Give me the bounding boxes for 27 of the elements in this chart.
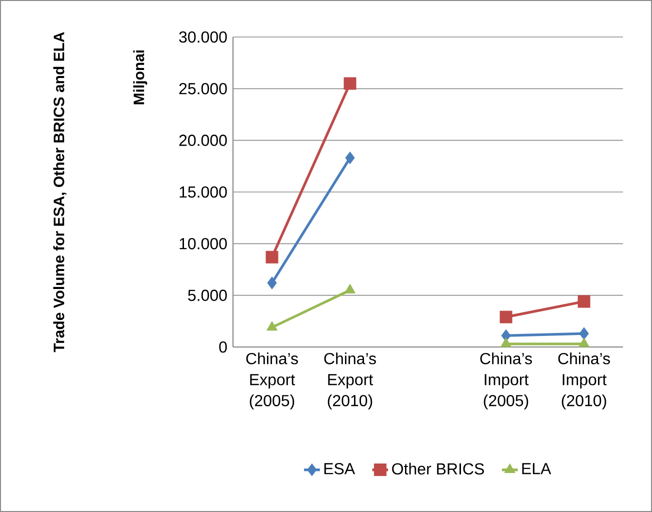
y-tick-label: 20.000: [179, 134, 227, 146]
point: [266, 321, 278, 331]
point: [344, 284, 356, 294]
y-tick-label: 30.000: [179, 31, 227, 43]
point: [266, 250, 278, 264]
y-tick-label: 0: [219, 341, 227, 353]
point: [500, 310, 512, 324]
legend-label: ELA: [522, 463, 552, 474]
y-tick-label: 5.000: [188, 290, 227, 301]
x-tick-label: China’s Import (2010): [558, 352, 610, 410]
point: [500, 338, 512, 348]
legend-label: ESA: [324, 463, 356, 474]
y-axis-title: Miljonai: [133, 50, 148, 104]
point: [578, 338, 590, 348]
text: Trade Volume for ESA, Other BRICS and ELA: [53, 32, 66, 352]
point: [344, 77, 356, 90]
point: [578, 295, 590, 308]
y-tick-label: 10.000: [180, 238, 227, 250]
point: [345, 152, 355, 164]
y-tick-label: 15.000: [180, 186, 227, 198]
y-tick-label: 25.000: [179, 83, 227, 94]
point: [579, 327, 589, 340]
point: [267, 276, 277, 290]
x-tick-label: China’s Export (2010): [324, 352, 376, 410]
x-tick-label: China’s Export (2005): [246, 352, 298, 410]
x-tick-label: China’s Import (2005): [480, 352, 532, 410]
legend-label: Other BRICS: [392, 462, 484, 475]
